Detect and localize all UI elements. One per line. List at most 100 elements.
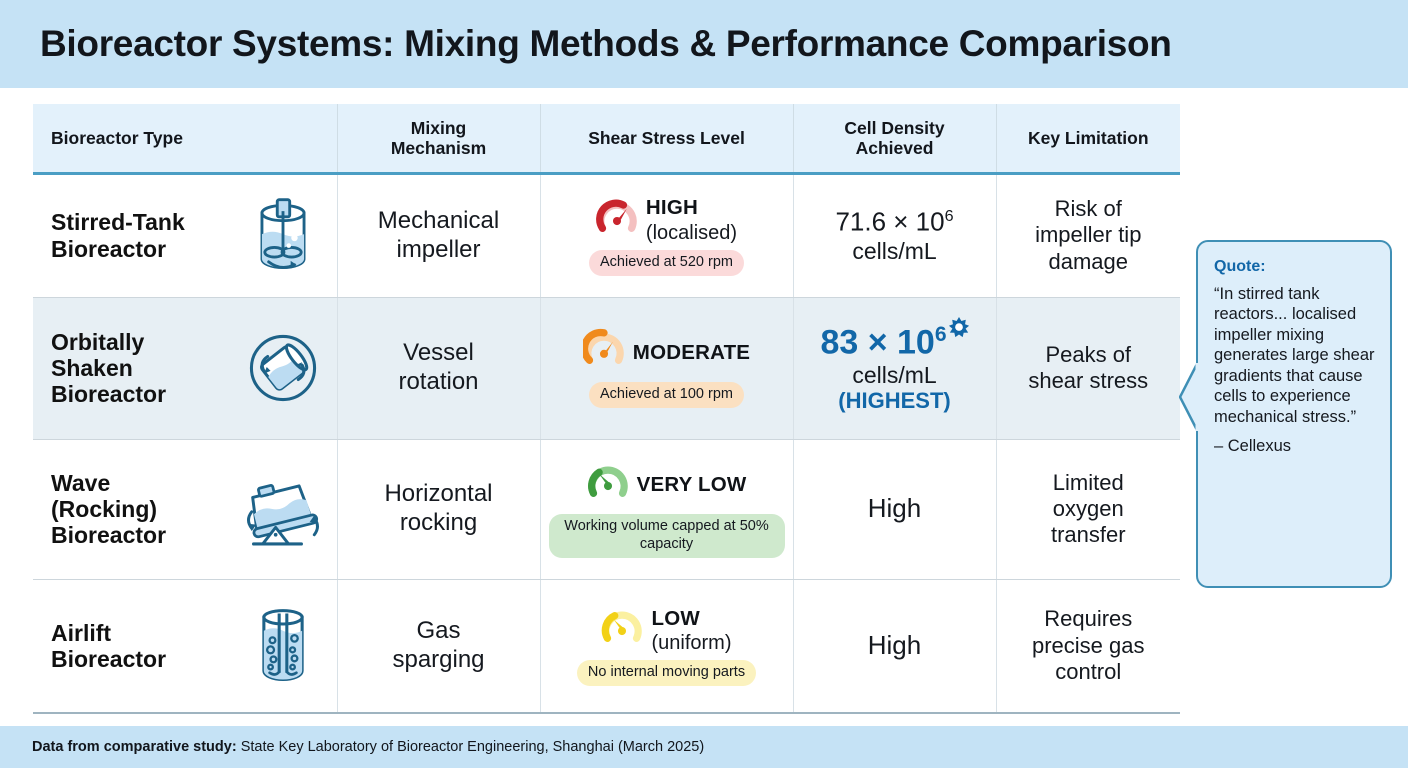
cell-cell-density: High (793, 439, 997, 580)
density-exponent: 6 (944, 207, 954, 226)
density-value: 71.6 × 106 (802, 207, 988, 237)
bioreactor-name-line1: Orbitally (51, 328, 145, 355)
cell-shear-stress: LOW (uniform) No internal moving parts (540, 579, 794, 715)
bioreactor-name-block: Airlift Bioreactor (41, 600, 329, 692)
limitation-line2: impeller tip (1035, 222, 1142, 248)
column-header-cell-density: Cell Density Achieved (793, 104, 997, 175)
limitation-line3: control (1055, 659, 1122, 685)
cell-shear-stress: MODERATE Achieved at 100 rpm (540, 297, 794, 440)
column-header-bioreactor-type: Bioreactor Type (33, 104, 338, 175)
mixing-mechanism-text: Mechanical impeller (346, 207, 532, 265)
gauge-icon (601, 606, 643, 654)
density-value: High (802, 493, 988, 524)
bioreactor-name-line1: Stirred-Tank (51, 209, 185, 236)
bioreactor-name: Orbitally Shaken Bioreactor (51, 329, 225, 408)
density-unit: cells/mL (852, 237, 937, 264)
shear-pill: Working volume capped at 50% capacity (548, 514, 785, 558)
bioreactor-name: Wave (Rocking) Bioreactor (51, 470, 225, 549)
cell-key-limitation: Peaks of shear stress (996, 297, 1180, 440)
quote-attribution: – Cellexus (1214, 437, 1292, 456)
footer-banner: Data from comparative study: State Key L… (0, 726, 1408, 768)
quote-heading: Quote: (1214, 258, 1266, 275)
column-header-mixing-line1: Mixing (410, 118, 467, 138)
bioreactor-name-line2: Bioreactor (51, 645, 167, 672)
shear-block: VERY LOW Working volume capped at 50% ca… (548, 461, 785, 558)
shear-top: MODERATE (580, 328, 750, 376)
shear-label: HIGH (localised) (646, 195, 737, 244)
limitation-line1: Limited (1052, 469, 1124, 495)
limitation-line3: transfer (1050, 522, 1126, 548)
column-header-density-line2: Achieved (855, 138, 934, 159)
table-body: Stirred-Tank Bioreactor (33, 173, 1180, 715)
bioreactor-name-line2: Shaken (51, 354, 133, 381)
cell-bioreactor-type: Stirred-Tank Bioreactor (33, 173, 338, 298)
footer-source-text: State Key Laboratory of Bioreactor Engin… (236, 739, 705, 755)
mechanism-line1: Mechanical (377, 206, 500, 234)
cell-cell-density: 71.6 × 106 cells/mL (793, 173, 997, 298)
shear-level: LOW (651, 606, 700, 630)
mixing-mechanism-text: Gas sparging (346, 617, 532, 675)
bioreactor-name-line2: Bioreactor (51, 235, 167, 262)
shear-qualifier: (localised) (645, 221, 738, 244)
density-block: High (802, 630, 988, 661)
stirred-tank-icon (237, 190, 329, 282)
mixing-mechanism-text: Horizontal rocking (346, 480, 532, 538)
table-row: Stirred-Tank Bioreactor (33, 173, 1180, 298)
cell-mixing-mechanism: Vessel rotation (337, 297, 541, 440)
callout-tail (1179, 361, 1198, 433)
table-row: Airlift Bioreactor (33, 579, 1180, 715)
shear-pill: No internal moving parts (576, 660, 757, 687)
density-number: 71.6 × 10 (835, 207, 945, 237)
density-block: High (802, 493, 988, 524)
shear-level: HIGH (645, 196, 698, 220)
wave-rocking-icon (237, 463, 329, 555)
density-unit: cells/mL (852, 361, 937, 388)
limitation-line2: precise gas (1031, 632, 1145, 658)
density-exponent: 6 (934, 322, 947, 346)
footer-source: Data from comparative study: State Key L… (32, 739, 704, 755)
density-number: High (867, 493, 922, 524)
table-header-row: Bioreactor Type Mixing Mechanism Shear S… (33, 104, 1180, 175)
column-header-mixing-mechanism: Mixing Mechanism (337, 104, 541, 175)
mechanism-line1: Gas (416, 617, 461, 645)
shear-label: LOW (uniform) (651, 606, 731, 655)
limitation-line1: Requires (1044, 606, 1133, 632)
orbital-shaker-icon (237, 322, 329, 414)
airlift-icon (237, 600, 329, 692)
shear-label: MODERATE (633, 340, 750, 365)
limitation-text: Risk of impeller tip damage (1005, 196, 1173, 275)
gauge-icon (596, 196, 638, 244)
shear-qualifier: (uniform) (651, 632, 732, 655)
limitation-text: Requires precise gas control (1005, 606, 1173, 685)
shear-block: HIGH (localised) Achieved at 520 rpm (549, 195, 785, 276)
density-value: 83 × 106 (802, 317, 988, 362)
table-header: Bioreactor Type Mixing Mechanism Shear S… (33, 104, 1180, 175)
column-header-density-line1: Cell Density (844, 118, 945, 138)
cell-key-limitation: Requires precise gas control (996, 579, 1180, 715)
limitation-line3: damage (1048, 248, 1128, 274)
cell-mixing-mechanism: Horizontal rocking (337, 439, 541, 580)
header-banner: Bioreactor Systems: Mixing Methods & Per… (0, 0, 1408, 88)
density-note: (HIGHEST) (838, 388, 951, 414)
cell-shear-stress: VERY LOW Working volume capped at 50% ca… (540, 439, 794, 580)
mechanism-line2: rocking (399, 509, 478, 537)
comparison-table: Bioreactor Type Mixing Mechanism Shear S… (33, 104, 1180, 715)
column-header-key-limitation: Key Limitation (996, 104, 1180, 175)
bioreactor-name-line3: Bioreactor (51, 522, 167, 549)
table-row: Orbitally Shaken Bioreactor (33, 297, 1180, 440)
cell-key-limitation: Risk of impeller tip damage (996, 173, 1180, 298)
cell-bioreactor-type: Wave (Rocking) Bioreactor (33, 439, 338, 580)
footer-label: Data from comparative study: (32, 739, 237, 755)
bioreactor-name-line1: Airlift (51, 619, 112, 646)
shear-label: VERY LOW (637, 472, 747, 497)
cell-key-limitation: Limited oxygen transfer (996, 439, 1180, 580)
bioreactor-name-line1: Wave (51, 469, 111, 496)
gauge-icon (580, 328, 625, 376)
column-header-mixing-line2: Mechanism (390, 138, 487, 159)
shear-top: VERY LOW (587, 461, 747, 509)
density-number: High (867, 630, 922, 661)
cell-bioreactor-type: Airlift Bioreactor (33, 579, 338, 715)
mechanism-line2: rotation (398, 368, 479, 396)
density-value: High (802, 630, 988, 661)
